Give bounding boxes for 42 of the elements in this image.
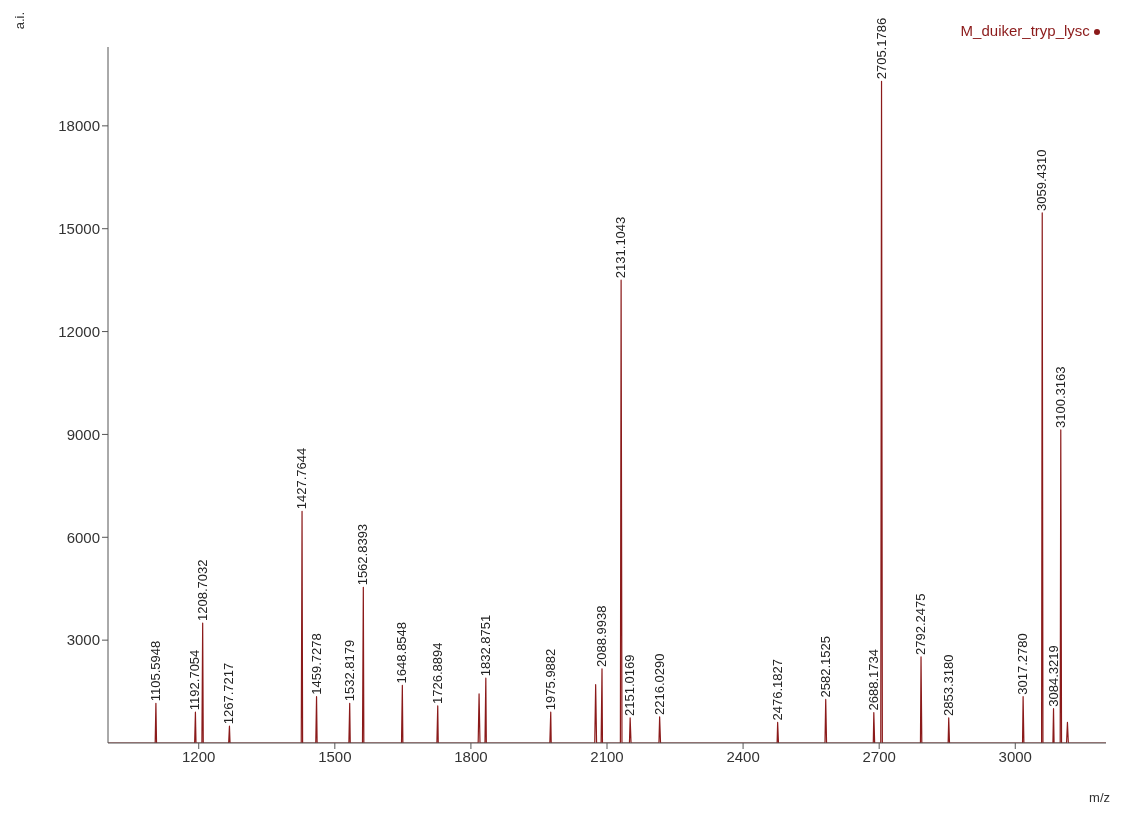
annotation: 3017.2780 xyxy=(1015,633,1031,695)
annotation: 2688.1734 xyxy=(865,649,881,711)
x-tick-label: 1500 xyxy=(318,747,352,765)
annotation: 1532.8179 xyxy=(341,639,357,702)
x-tick-label: 2700 xyxy=(862,747,896,765)
annotation: 3100.3163 xyxy=(1052,366,1068,428)
annotation: 2088.9938 xyxy=(594,605,610,667)
annotation: 1726.8894 xyxy=(429,642,445,704)
annotation: 2705.1786 xyxy=(873,17,889,80)
annotation: 1105.5948 xyxy=(147,640,163,702)
x-tick-label: 1800 xyxy=(454,747,488,765)
legend-label: M_duiker_tryp_lysc xyxy=(960,22,1091,39)
annotation: 2582.1525 xyxy=(817,636,833,698)
annotation: 3059.4310 xyxy=(1034,149,1050,211)
annotation: 3084.3219 xyxy=(1045,645,1061,707)
annotation: 2792.2475 xyxy=(913,593,929,655)
y-tick-label: 15000 xyxy=(58,220,100,238)
annotation: 1427.7644 xyxy=(294,447,310,510)
annotation: 1459.7278 xyxy=(308,633,324,695)
annotation: 2131.1043 xyxy=(613,216,629,279)
x-tick-label: 2400 xyxy=(726,747,760,765)
annotation: 1832.8751 xyxy=(477,614,493,677)
y-tick-label: 9000 xyxy=(66,425,100,443)
annotation: 1267.7217 xyxy=(221,662,237,725)
y-tick-label: 12000 xyxy=(58,322,100,340)
x-tick-label: 2100 xyxy=(590,747,624,765)
x-tick-label: 1200 xyxy=(182,747,216,765)
y-axis-title: a.i. xyxy=(12,12,27,30)
annotation: 2216.0290 xyxy=(651,653,667,715)
x-tick-label: 3000 xyxy=(998,747,1032,765)
y-tick-label: 18000 xyxy=(58,117,100,135)
x-axis-title: m/z xyxy=(1089,790,1110,805)
y-tick-label: 3000 xyxy=(66,631,100,649)
annotation: 1192.7054 xyxy=(187,649,203,711)
annotation: 1562.8393 xyxy=(355,523,371,586)
annotation: 1208.7032 xyxy=(194,559,210,621)
annotation: 2151.0169 xyxy=(622,654,638,716)
y-tick-label: 6000 xyxy=(66,528,100,546)
annotation: 1975.9882 xyxy=(542,648,558,711)
annotation: 2853.3180 xyxy=(940,654,956,716)
annotation: 2476.1827 xyxy=(769,658,785,721)
annotation: 1648.8548 xyxy=(394,621,410,684)
